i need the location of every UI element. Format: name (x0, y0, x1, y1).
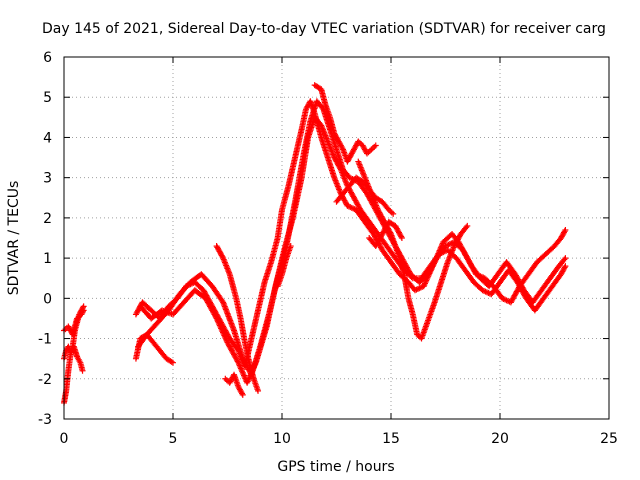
y-tick-label: 4 (43, 130, 52, 146)
x-tick-label: 15 (382, 431, 400, 447)
data-point (168, 358, 175, 365)
series-track-j (355, 158, 471, 342)
x-tick-label: 0 (60, 431, 69, 447)
data-point (561, 264, 568, 271)
series-track-k (366, 218, 405, 250)
series-track-b (61, 343, 86, 374)
axis-ticks (63, 56, 610, 420)
plot-frame (63, 56, 610, 420)
y-tick-labels: -3 -2 -1 0 1 2 3 4 5 6 (38, 50, 52, 428)
data-point (234, 358, 241, 365)
x-tick-label: 20 (491, 431, 509, 447)
y-tick-label: 6 (43, 50, 52, 66)
data-point (398, 233, 405, 240)
data-point (562, 263, 569, 270)
data-point (170, 359, 176, 366)
series-track-d (132, 98, 569, 370)
data-point (339, 145, 346, 152)
y-tick-label: -2 (38, 372, 52, 388)
chart-title: Day 145 of 2021, Sidereal Day-to-day VTE… (42, 21, 606, 37)
data-point (80, 307, 87, 314)
data-point (212, 314, 219, 321)
data-point (398, 235, 405, 241)
y-tick-label: -1 (38, 332, 52, 348)
data-point (387, 229, 394, 236)
data-point (562, 255, 569, 262)
data-series (61, 82, 569, 406)
data-point (463, 224, 470, 231)
data-point (408, 274, 415, 281)
y-tick-label: -3 (38, 412, 52, 428)
y-tick-label: 5 (43, 90, 52, 106)
data-point (239, 390, 246, 397)
data-point (287, 243, 294, 250)
x-tick-label: 25 (600, 431, 618, 447)
data-point (239, 391, 246, 398)
y-tick-label: 2 (43, 211, 52, 227)
series-track-g (132, 331, 176, 366)
data-point (372, 142, 379, 149)
x-axis-label: GPS time / hours (277, 459, 394, 475)
series-track-e (135, 98, 569, 378)
series-track-c (61, 307, 87, 338)
x-tick-label: 10 (273, 431, 291, 447)
y-tick-label: 3 (43, 171, 52, 187)
series-track-l (213, 243, 262, 394)
data-point (561, 228, 568, 235)
data-point (464, 222, 471, 229)
data-point (337, 165, 344, 172)
y-axis-label: SDTVAR / TECUs (6, 181, 22, 296)
gridlines (64, 57, 609, 419)
x-tick-labels: 0 5 10 15 20 25 (60, 431, 618, 447)
x-tick-label: 5 (169, 431, 178, 447)
data-point (562, 226, 569, 233)
series-track-m (222, 371, 246, 398)
y-tick-label: 1 (43, 251, 52, 267)
series-track-i (333, 174, 397, 217)
series-track-f (137, 114, 569, 386)
data-point (390, 210, 397, 217)
series-track-n (274, 243, 294, 290)
data-point (79, 308, 86, 315)
y-tick-label: 0 (43, 291, 52, 307)
data-point (219, 253, 226, 260)
data-point (561, 256, 568, 263)
data-point (255, 387, 262, 394)
series-track-h (311, 82, 379, 165)
data-point (79, 367, 86, 374)
